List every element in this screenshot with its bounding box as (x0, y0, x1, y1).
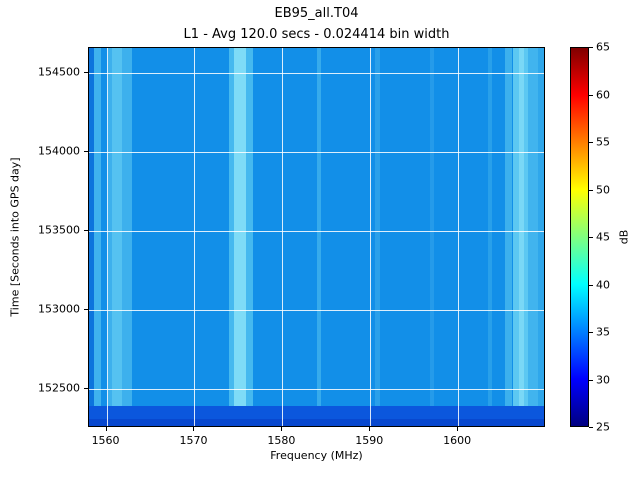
heatmap-light-band-core (518, 48, 525, 426)
x-tick-mark (457, 427, 458, 431)
colorbar-tick-label: 55 (596, 135, 610, 149)
y-tick-mark (84, 388, 88, 389)
colorbar-label: dB (617, 229, 631, 245)
axes-title: L1 - Avg 120.0 secs - 0.024414 bin width (183, 27, 450, 42)
y-tick-mark (84, 309, 88, 310)
x-tick-mark (369, 427, 370, 431)
heatmap-light-band (528, 48, 539, 426)
y-gridline (89, 230, 544, 232)
y-tick-label: 152500 (38, 381, 80, 395)
y-gridline (89, 152, 544, 154)
heatmap-faint-line (316, 48, 321, 426)
y-tick-label: 154500 (38, 65, 80, 79)
colorbar-tick-label: 25 (596, 420, 610, 434)
heatmap-dark-edge-band (89, 48, 95, 426)
y-gridline (89, 388, 544, 390)
x-tick-mark (106, 427, 107, 431)
heatmap-bottom-dark-row (89, 419, 544, 426)
y-tick-mark (84, 72, 88, 73)
heatmap-plot-area (88, 47, 545, 427)
y-tick-label: 153000 (38, 302, 80, 316)
y-gridline (89, 309, 544, 311)
colorbar-tick-mark (589, 332, 593, 333)
x-tick-mark (281, 427, 282, 431)
colorbar-tick-label: 60 (596, 88, 610, 101)
heatmap-faint-line (487, 48, 493, 426)
y-tick-label: 154000 (38, 144, 80, 158)
x-axis-label: Frequency (MHz) (270, 449, 363, 462)
figure-title: EB95_all.T04 (274, 6, 359, 21)
colorbar-tick-label: 30 (596, 373, 610, 386)
colorbar-tick-mark (589, 47, 593, 48)
gridline-layer (89, 48, 544, 426)
colorbar-tick-label: 50 (596, 183, 610, 196)
x-tick-label: 1590 (355, 434, 384, 447)
heatmap-light-band-core (111, 48, 123, 426)
x-tick-label: 1600 (443, 434, 472, 447)
colorbar-tick-label: 45 (596, 230, 610, 244)
colorbar-tick-label: 65 (596, 40, 610, 54)
colorbar-tick-mark (589, 95, 593, 96)
x-gridline (458, 48, 460, 426)
y-axis-label: Time [Seconds into GPS day] (8, 157, 22, 317)
heatmap-faint-line (429, 48, 435, 426)
y-tick-label: 153500 (38, 223, 80, 237)
colorbar-tick-label: 35 (596, 325, 610, 339)
heatmap-light-band (504, 48, 512, 426)
y-tick-mark (84, 151, 88, 152)
colorbar (570, 47, 589, 427)
colorbar-tick-mark (589, 190, 593, 191)
y-gridline (89, 73, 544, 75)
x-gridline (106, 48, 108, 426)
x-tick-mark (193, 427, 194, 431)
heatmap-light-band (94, 48, 102, 426)
heatmap-light-band-core (234, 48, 247, 426)
heatmap-feature-layer (89, 48, 544, 426)
x-gridline (370, 48, 372, 426)
colorbar-tick-mark (589, 380, 593, 381)
heatmap-faint-line (374, 48, 380, 426)
colorbar-tick-mark (589, 237, 593, 238)
x-gridline (194, 48, 196, 426)
x-tick-label: 1570 (179, 434, 208, 447)
colorbar-tick-mark (589, 427, 593, 428)
colorbar-tick-mark (589, 285, 593, 286)
x-tick-label: 1560 (91, 434, 120, 447)
heatmap-light-band (538, 48, 544, 426)
colorbar-tick-label: 40 (596, 278, 610, 291)
y-tick-mark (84, 230, 88, 231)
x-gridline (282, 48, 284, 426)
colorbar-tick-mark (589, 142, 593, 143)
x-tick-label: 1580 (267, 434, 296, 447)
